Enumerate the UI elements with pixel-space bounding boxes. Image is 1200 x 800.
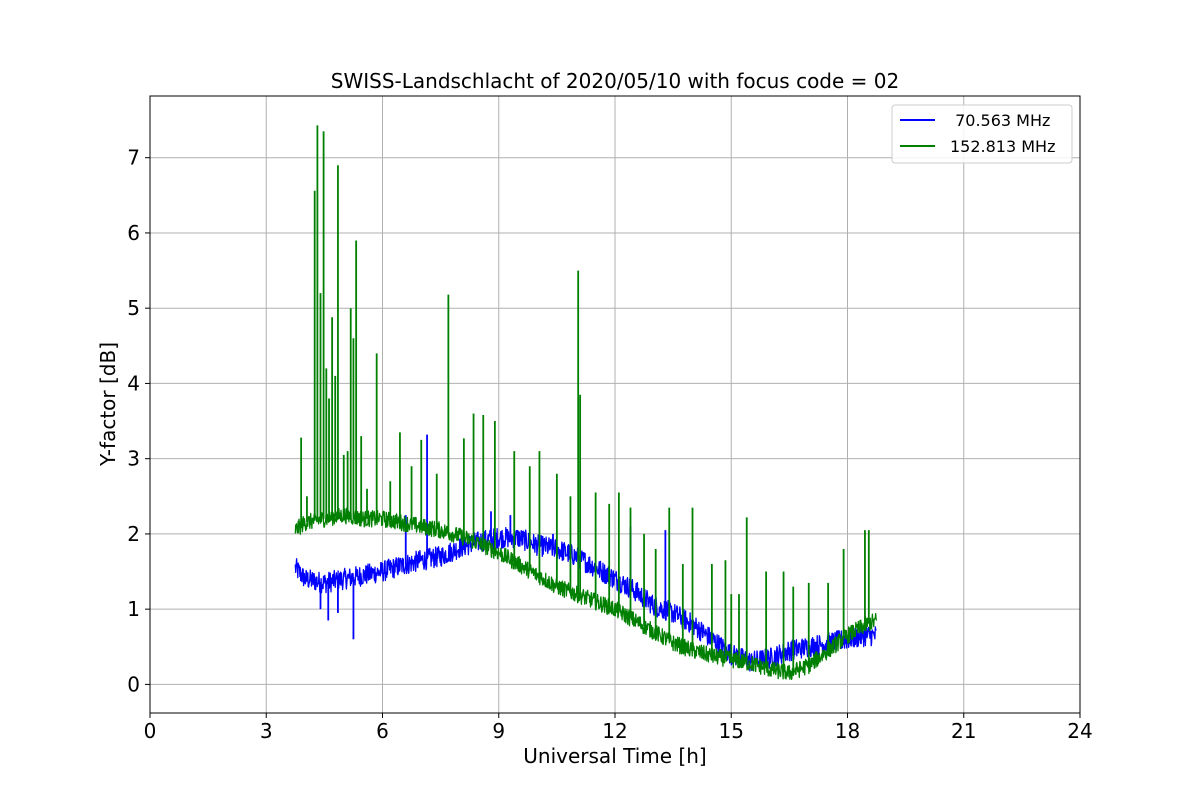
y-tick-label: 5	[127, 296, 140, 320]
legend: 70.563 MHz 152.813 MHz	[891, 104, 1073, 164]
series-line-2	[294, 507, 878, 681]
x-tick-label: 6	[376, 719, 389, 743]
x-tick-label: 12	[602, 719, 627, 743]
x-axis-label: Universal Time [h]	[523, 744, 706, 768]
x-tick-label: 18	[835, 719, 860, 743]
y-tick-label: 3	[127, 447, 140, 471]
series-layer	[294, 125, 878, 681]
x-tick-label: 0	[144, 719, 157, 743]
legend-label: 152.813 MHz	[950, 137, 1055, 156]
y-axis-label: Y-factor [dB]	[96, 342, 120, 467]
x-tick-label: 21	[951, 719, 976, 743]
legend-label: 70.563 MHz	[950, 111, 1050, 130]
y-tick-label: 2	[127, 522, 140, 546]
y-tick-label: 7	[127, 146, 140, 170]
x-tick-label: 9	[492, 719, 505, 743]
y-tick-label: 6	[127, 221, 140, 245]
x-tick-label: 15	[719, 719, 744, 743]
series-line-1	[294, 526, 877, 672]
chart-title: SWISS-Landschlacht of 2020/05/10 with fo…	[331, 69, 899, 93]
y-tick-label: 0	[127, 672, 140, 696]
y-tick-label: 1	[127, 597, 140, 621]
x-tick-label: 3	[260, 719, 273, 743]
y-tick-label: 4	[127, 371, 140, 395]
x-tick-label: 24	[1067, 719, 1092, 743]
legend-box	[891, 104, 1073, 164]
